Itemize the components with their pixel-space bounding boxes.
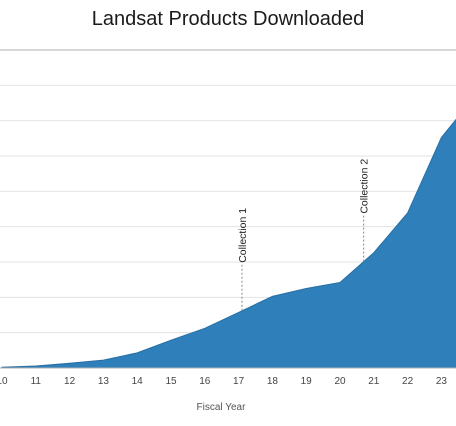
area-series — [1, 118, 456, 369]
x-tick-label: 11 — [31, 376, 42, 387]
x-tick-labels: 10 11 12 13 14 15 16 17 18 19 20 21 22 23 — [0, 376, 447, 387]
x-tick-label: 19 — [301, 376, 313, 387]
x-tick-label: 13 — [98, 376, 110, 387]
x-tick-label: 15 — [165, 376, 177, 387]
x-tick-label: 12 — [64, 376, 76, 387]
annotation-guides: Collection 1 Collection 2 — [237, 159, 371, 311]
x-tick-label: 22 — [402, 376, 414, 387]
annotation-label: Collection 1 — [237, 208, 249, 263]
x-axis-label: Fiscal Year — [197, 402, 247, 413]
chart-title: Landsat Products Downloaded — [91, 8, 365, 30]
x-tick-label: 16 — [199, 376, 211, 387]
x-tick-label: 23 — [436, 376, 448, 387]
x-tick-label: 18 — [267, 376, 279, 387]
x-tick-label: 17 — [233, 376, 245, 387]
x-tick-label: 10 — [0, 376, 8, 387]
x-tick-label: 14 — [132, 376, 144, 387]
x-tick-label: 20 — [334, 376, 346, 387]
annotation-label: Collection 2 — [359, 159, 371, 214]
x-tick-label: 21 — [368, 376, 380, 387]
